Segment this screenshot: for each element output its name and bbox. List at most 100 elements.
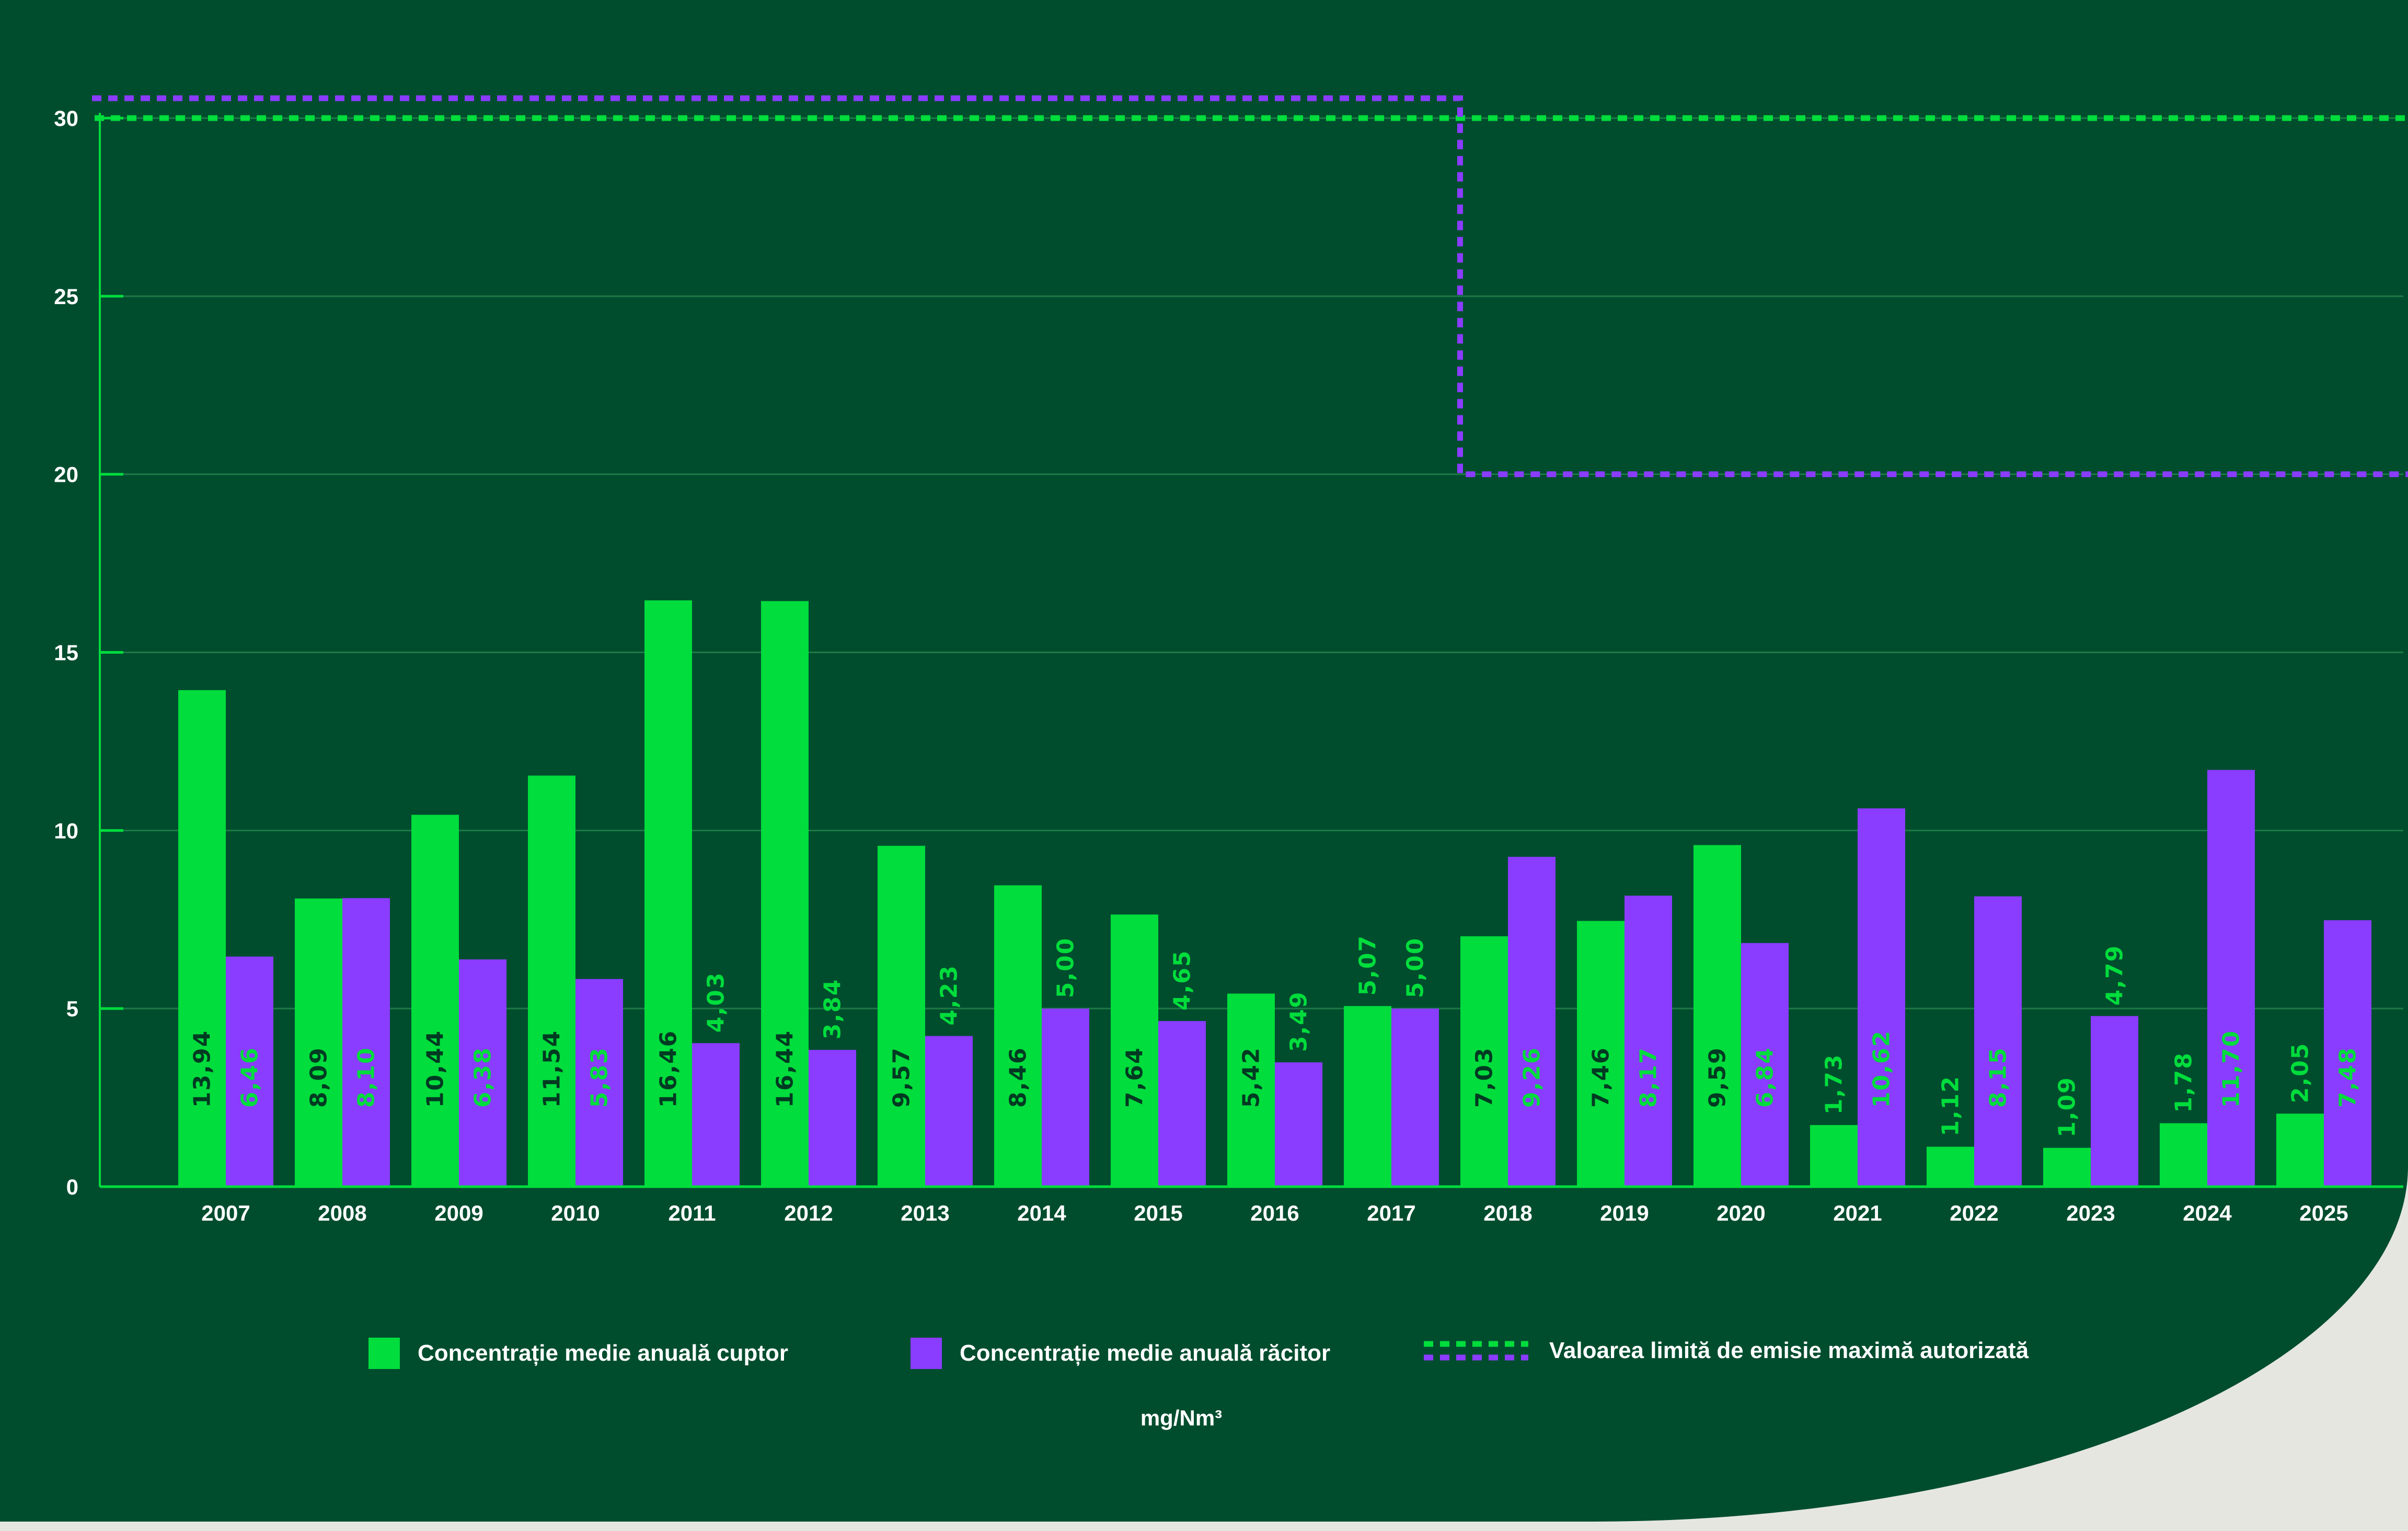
data-label-racitor: 8,10 [353, 1047, 380, 1108]
x-tick-label: 2019 [1600, 1201, 1649, 1225]
data-label-racitor: 3,49 [1286, 991, 1312, 1052]
bar-cuptor [2160, 1123, 2207, 1187]
bar-racitor [1974, 896, 2022, 1187]
bar-racitor [1042, 1008, 1089, 1187]
data-label-racitor: 5,83 [586, 1047, 613, 1108]
data-label-racitor: 4,65 [1169, 949, 1196, 1011]
x-tick-label: 2010 [551, 1201, 600, 1225]
bar-cuptor [1111, 914, 1158, 1187]
legend-swatch-racitor [911, 1338, 942, 1369]
data-label-racitor: 5,00 [1402, 937, 1429, 999]
bar-cuptor [1927, 1146, 1974, 1187]
bar-racitor [809, 1050, 856, 1187]
bar-racitor [1508, 856, 1556, 1187]
x-tick-label: 2011 [668, 1201, 716, 1225]
bar-cuptor [644, 600, 692, 1187]
x-tick-label: 2015 [1134, 1201, 1182, 1225]
data-label-racitor: 5,00 [1053, 937, 1079, 999]
legend-item-limit: Valoarea limită de emisie maximă autoriz… [1424, 1338, 2029, 1364]
bar-cuptor [878, 845, 925, 1187]
data-label-racitor: 6,38 [470, 1047, 497, 1108]
bar-cuptor [295, 898, 342, 1187]
bar-cuptor [1693, 845, 1741, 1187]
data-label-cuptor: 7,46 [1588, 1047, 1615, 1108]
y-tick-label: 10 [54, 818, 78, 843]
data-label-cuptor: 5,42 [1238, 1047, 1265, 1108]
data-label-racitor: 8,17 [1635, 1047, 1662, 1108]
data-label-cuptor: 9,57 [889, 1047, 915, 1108]
data-label-cuptor: 7,03 [1471, 1047, 1498, 1108]
data-label-racitor: 10,62 [1869, 1030, 1895, 1108]
bar-racitor [1858, 808, 1905, 1187]
data-label-cuptor: 10,44 [422, 1030, 449, 1108]
y-tick-label: 20 [54, 462, 78, 487]
bar-racitor [459, 959, 506, 1187]
bar-racitor [2324, 920, 2371, 1187]
bar-cuptor [761, 601, 809, 1187]
x-tick-label: 2008 [318, 1201, 366, 1225]
bar-racitor [575, 979, 623, 1187]
y-tick-label: 15 [54, 641, 78, 665]
data-label-cuptor: 13,94 [189, 1030, 216, 1108]
x-tick-label: 2024 [2183, 1201, 2232, 1225]
bar-cuptor [1460, 936, 1508, 1187]
data-label-cuptor: 16,44 [772, 1030, 799, 1108]
data-label-cuptor: 8,09 [306, 1047, 332, 1108]
bar-cuptor [2276, 1114, 2324, 1187]
data-label-racitor: 7,48 [2335, 1047, 2361, 1108]
data-label-cuptor: 1,78 [2171, 1052, 2197, 1113]
x-tick-label: 2012 [784, 1201, 833, 1225]
x-tick-label: 2013 [901, 1201, 949, 1225]
legend-item-cuptor: Concentrație medie anuală cuptor [368, 1338, 788, 1369]
bar-cuptor [411, 815, 459, 1187]
bar-racitor [2091, 1016, 2138, 1187]
bar-cuptor [2043, 1147, 2091, 1187]
x-tick-label: 2018 [1483, 1201, 1532, 1225]
x-tick-label: 2009 [434, 1201, 483, 1225]
limit-line-racitor [92, 95, 2408, 478]
bar-racitor [925, 1036, 973, 1187]
legend-label-racitor: Concentrație medie anuală răcitor [960, 1340, 1331, 1366]
x-tick-label: 2025 [2299, 1201, 2348, 1225]
data-label-racitor: 4,23 [936, 965, 963, 1026]
data-label-racitor: 6,46 [237, 1047, 263, 1108]
x-tick-label: 2014 [1017, 1201, 1066, 1225]
bar-cuptor [994, 885, 1042, 1187]
x-tick-label: 2020 [1716, 1201, 1765, 1225]
bar-cuptor [1344, 1006, 1391, 1187]
bar-cuptor [1577, 921, 1624, 1187]
legend-label-limit: Valoarea limită de emisie maximă autoriz… [1549, 1338, 2029, 1363]
data-label-cuptor: 5,07 [1355, 935, 1381, 996]
data-label-cuptor: 2,05 [2287, 1042, 2314, 1104]
bar-cuptor [1227, 993, 1275, 1187]
unit-label: mg/Nm³ [1140, 1406, 1223, 1430]
data-label-cuptor: 1,09 [2054, 1076, 2081, 1138]
data-label-cuptor: 9,59 [1704, 1047, 1731, 1108]
y-tick-label: 25 [54, 284, 78, 309]
bar-racitor [226, 956, 273, 1187]
data-label-racitor: 9,26 [1519, 1047, 1546, 1108]
data-label-cuptor: 8,46 [1005, 1047, 1032, 1108]
bar-cuptor [178, 690, 226, 1187]
bar-racitor [1391, 1008, 1439, 1187]
data-label-racitor: 11,70 [2218, 1030, 2245, 1108]
x-tick-label: 2023 [2066, 1201, 2115, 1225]
data-label-racitor: 6,84 [1752, 1047, 1779, 1108]
data-label-cuptor: 1,73 [1821, 1054, 1848, 1115]
bar-racitor [1275, 1062, 1322, 1187]
x-tick-label: 2016 [1250, 1201, 1299, 1225]
legend-swatch-cuptor [368, 1338, 400, 1369]
x-tick-label: 2007 [201, 1201, 250, 1225]
bar-racitor [342, 898, 390, 1187]
legend-item-racitor: Concentrație medie anuală răcitor [911, 1338, 1330, 1369]
y-tick-label: 0 [66, 1175, 78, 1199]
data-label-cuptor: 11,54 [539, 1030, 566, 1108]
bar-racitor [1741, 943, 1789, 1187]
x-tick-label: 2021 [1833, 1201, 1882, 1225]
data-label-racitor: 4,79 [2102, 945, 2128, 1006]
data-label-racitor: 3,84 [820, 979, 846, 1040]
x-tick-label: 2017 [1367, 1201, 1415, 1225]
x-tick-label: 2022 [1950, 1201, 1998, 1225]
bar-racitor [1624, 896, 1672, 1187]
